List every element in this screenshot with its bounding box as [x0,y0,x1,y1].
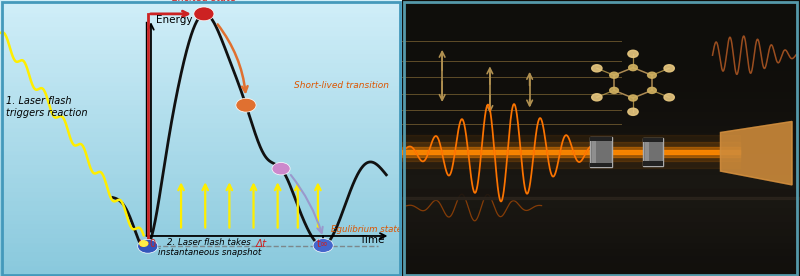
Circle shape [647,87,656,93]
Text: Short-lived transition: Short-lived transition [294,81,389,90]
Bar [643,138,663,166]
Circle shape [664,94,674,101]
Text: Δt: Δt [256,239,267,249]
Text: Egulibrium state: Egulibrium state [331,225,402,234]
Polygon shape [721,121,792,185]
Circle shape [647,72,656,78]
Circle shape [592,94,602,101]
Text: Excited state: Excited state [172,0,236,4]
Bar [402,197,800,199]
Circle shape [140,241,148,246]
Bar [2,2,399,275]
Circle shape [664,65,674,72]
Circle shape [236,98,256,112]
Bar [643,138,663,142]
Circle shape [592,65,602,72]
Bar [590,163,612,167]
Text: t∞: t∞ [317,239,329,249]
Circle shape [313,239,334,253]
Bar [590,137,612,141]
Bar [590,137,612,167]
Text: 1. Laser flash
triggers reaction: 1. Laser flash triggers reaction [6,96,87,118]
Circle shape [628,50,638,57]
Text: t=0: t=0 [138,239,157,249]
Bar [592,141,596,163]
Circle shape [628,108,638,115]
Text: 2. Laser flash takes
instantaneous snapshot: 2. Laser flash takes instantaneous snaps… [158,238,261,257]
Circle shape [629,95,638,101]
Circle shape [610,87,618,93]
Bar [402,189,800,199]
Polygon shape [721,121,792,185]
Circle shape [138,239,158,253]
Circle shape [194,7,214,21]
Bar [645,142,649,161]
Circle shape [272,163,290,175]
Circle shape [629,65,638,71]
Circle shape [610,72,618,78]
Text: Time: Time [359,235,384,245]
Bar [404,2,798,275]
Bar [643,161,663,166]
Text: Energy: Energy [156,15,192,25]
